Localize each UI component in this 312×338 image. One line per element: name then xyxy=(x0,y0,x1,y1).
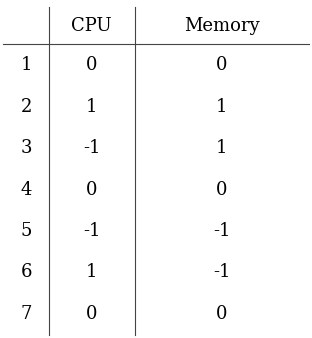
Text: 2: 2 xyxy=(20,98,32,116)
Text: 1: 1 xyxy=(86,98,98,116)
Text: 0: 0 xyxy=(216,180,227,198)
Text: 0: 0 xyxy=(86,180,98,198)
Text: 1: 1 xyxy=(216,139,227,157)
Text: -1: -1 xyxy=(83,222,100,240)
Text: 7: 7 xyxy=(20,305,32,323)
Text: 6: 6 xyxy=(20,263,32,282)
Text: 5: 5 xyxy=(20,222,32,240)
Text: -1: -1 xyxy=(213,263,231,282)
Text: CPU: CPU xyxy=(71,17,112,34)
Text: 0: 0 xyxy=(216,305,227,323)
Text: 0: 0 xyxy=(86,56,98,74)
Text: 0: 0 xyxy=(216,56,227,74)
Text: 0: 0 xyxy=(86,305,98,323)
Text: 3: 3 xyxy=(20,139,32,157)
Text: Memory: Memory xyxy=(184,17,260,34)
Text: 1: 1 xyxy=(20,56,32,74)
Text: 1: 1 xyxy=(86,263,98,282)
Text: -1: -1 xyxy=(213,222,231,240)
Text: 1: 1 xyxy=(216,98,227,116)
Text: -1: -1 xyxy=(83,139,100,157)
Text: 4: 4 xyxy=(20,180,32,198)
